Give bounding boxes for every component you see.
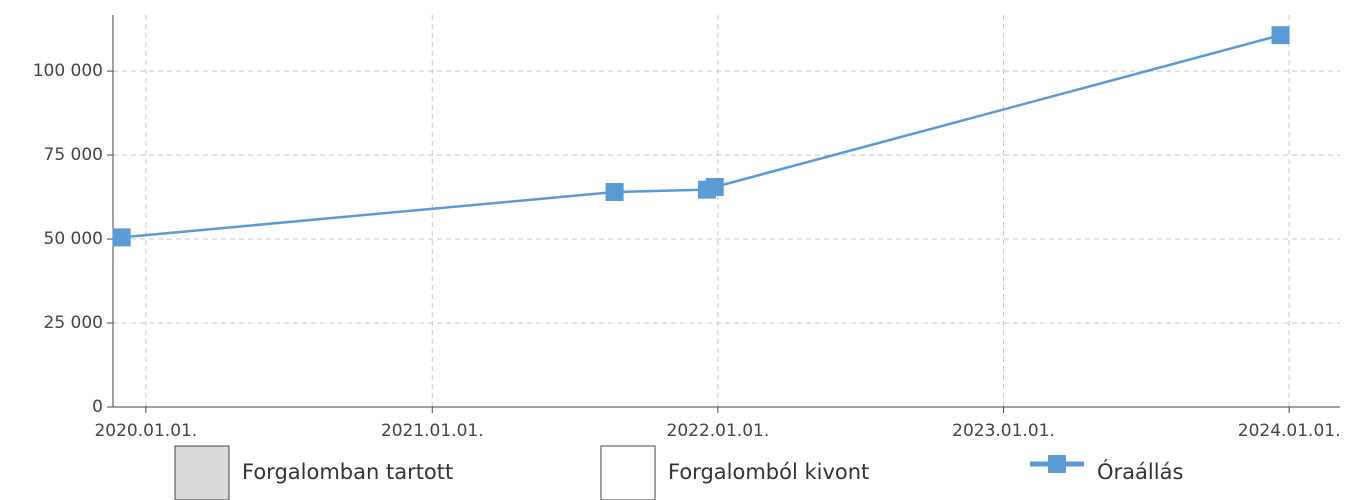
x-tick-label: 2022.01.01. — [667, 421, 770, 441]
x-tick-label: 2024.01.01. — [1238, 421, 1341, 441]
legend-label: Óraállás — [1097, 459, 1183, 484]
legend-swatch — [600, 445, 656, 500]
series-line — [121, 33, 1281, 239]
point-marker — [705, 177, 724, 196]
point-marker — [1271, 26, 1290, 45]
y-tick-label: 100 000 — [33, 61, 103, 81]
y-tick-label: 25 000 — [44, 313, 103, 333]
point-marker — [605, 183, 624, 202]
x-tick-label: 2021.01.01. — [381, 421, 484, 441]
y-tick-label: 75 000 — [44, 145, 103, 165]
y-tick-label: 0 — [92, 397, 103, 417]
y-tick-label: 50 000 — [44, 229, 103, 249]
point-marker — [112, 228, 131, 247]
legend-label: Forgalomból kivont — [668, 460, 869, 484]
legend-swatch — [174, 445, 230, 500]
legend-marker — [1048, 455, 1066, 473]
legend-label: Forgalomban tartott — [242, 460, 453, 484]
x-tick-label: 2020.01.01. — [94, 421, 197, 441]
x-tick-label: 2023.01.01. — [952, 421, 1055, 441]
